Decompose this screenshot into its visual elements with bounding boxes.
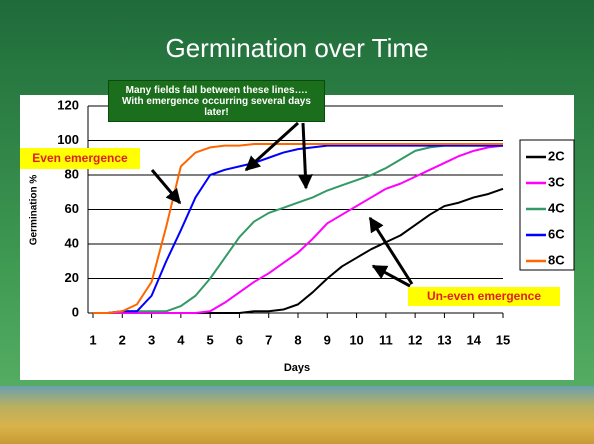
legend-label: 8C (548, 252, 565, 267)
x-tick-label: 2 (119, 332, 126, 347)
x-tick-label: 3 (148, 332, 155, 347)
chart-area-bg (20, 95, 574, 380)
legend-label: 6C (548, 226, 565, 241)
y-tick-label: 80 (65, 166, 79, 181)
x-tick-label: 9 (324, 332, 331, 347)
y-tick-label: 0 (72, 304, 79, 319)
x-tick-label: 8 (294, 332, 301, 347)
y-tick-label: 40 (65, 235, 79, 250)
arrows (150, 121, 414, 288)
chart-title: Germination over Time (166, 33, 429, 63)
legend-label: 2C (548, 148, 565, 163)
x-tick-label: 11 (379, 332, 393, 347)
y-tick-label: 120 (57, 97, 79, 112)
x-tick-label: 6 (236, 332, 243, 347)
annotation-box: Even emergence (20, 148, 140, 169)
legend-label: 3C (548, 174, 565, 189)
series-line (93, 144, 504, 314)
legend-box (519, 139, 575, 271)
series-line (93, 144, 503, 314)
x-tick-label: 14 (466, 332, 481, 347)
y-tick-label: 100 (57, 132, 79, 147)
wheat-field (0, 386, 594, 444)
x-tick-label: 15 (496, 332, 510, 347)
x-tick-label: 5 (207, 332, 214, 347)
y-tick-label: 20 (65, 270, 79, 285)
annotation-box: Un-even emergence (408, 287, 560, 306)
series-line (93, 144, 503, 314)
annotation-box: Many fields fall between these lines…. W… (108, 80, 325, 122)
x-tick-label: 10 (349, 332, 363, 347)
x-axis-label: Days (284, 362, 310, 374)
series-line (93, 142, 503, 314)
x-tick-label: 7 (265, 332, 272, 347)
x-tick-label: 13 (437, 332, 451, 347)
y-axis-label: Germination % (29, 175, 40, 246)
x-tick-label: 4 (177, 332, 185, 347)
x-tick-label: 12 (408, 332, 422, 347)
x-tick-label: 1 (89, 332, 96, 347)
legend-label: 4C (548, 200, 565, 215)
y-tick-label: 60 (65, 201, 79, 216)
